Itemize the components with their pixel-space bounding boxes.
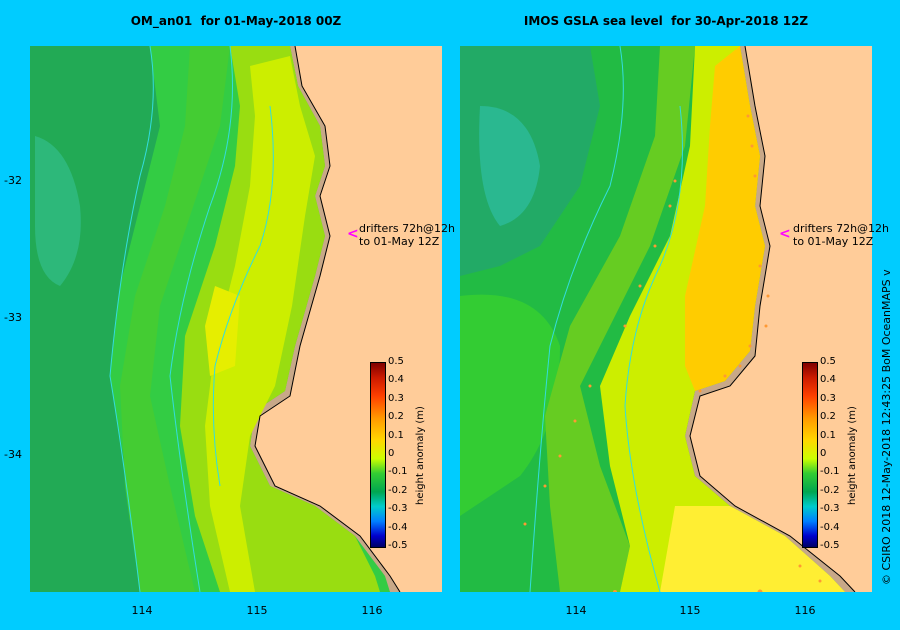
colorbar-tick-label: 0.5 [388, 356, 404, 367]
colorbar-tick-label: 0.1 [820, 429, 836, 441]
colorbar-tick-label: 0.3 [820, 392, 836, 404]
colorbar-tick-label: 0.4 [820, 374, 836, 386]
left-drifter-label-line1: drifters 72h@12h [359, 222, 456, 235]
colorbar-tick-label: -0.4 [820, 521, 840, 533]
left-map-svg [30, 46, 442, 592]
left-drifter-label: drifters 72h@12h to 01-May 12Z [359, 222, 455, 248]
right-colorbar-label: height anomaly (m) [847, 406, 858, 505]
left-colorbar [370, 362, 386, 548]
colorbar-tick-label: 0 [820, 448, 827, 459]
colorbar-tick-label: 0.2 [820, 411, 836, 423]
right-panel-title: IMOS GSLA sea level for 30-Apr-2018 12Z [523, 14, 809, 28]
right-colorbar [802, 362, 818, 548]
left-x-tick-115: 115 [246, 604, 268, 617]
colorbar-tick-label: -0.5 [388, 540, 408, 551]
colorbar-tick-label: -0.2 [388, 484, 408, 496]
colorbar-tick-label: -0.1 [388, 466, 408, 478]
colorbar-tick-label: 0.4 [388, 374, 404, 386]
left-x-tick-114: 114 [131, 604, 153, 617]
colorbar-tick-label: 0.3 [388, 392, 404, 404]
right-x-tick-114: 114 [565, 604, 587, 617]
colorbar-tick-label: 0.2 [388, 411, 404, 423]
colorbar-tick-label: -0.2 [820, 484, 840, 496]
colorbar-tick-label: 0.1 [388, 429, 404, 441]
right-drifter-label-line2: to 01-May 12Z [793, 235, 874, 248]
colorbar-tick-label: 0 [388, 448, 395, 459]
colorbar-tick-label: -0.4 [388, 521, 408, 533]
credit-text: © CSIRO 2018 12-May-2018 12:43:25 BoM Oc… [880, 269, 893, 585]
colorbar-tick-label: -0.1 [820, 466, 840, 478]
colorbar-tick-label: -0.5 [820, 540, 840, 551]
right-x-tick-115: 115 [679, 604, 701, 617]
right-drifter-label: drifters 72h@12h to 01-May 12Z [793, 222, 889, 248]
left-drifter-arrow-icon: < [347, 226, 359, 242]
left-x-tick-116: 116 [361, 604, 383, 617]
right-map-svg [460, 46, 872, 592]
right-drifter-arrow-icon: < [779, 226, 791, 242]
left-colorbar-label: height anomaly (m) [415, 406, 426, 505]
y-tick-34: -34 [4, 448, 22, 461]
colorbar-tick-label: -0.3 [820, 503, 840, 515]
right-x-tick-116: 116 [794, 604, 816, 617]
colorbar-tick-label: -0.3 [388, 503, 408, 515]
y-tick-33: -33 [4, 311, 22, 324]
left-map[interactable] [30, 46, 442, 592]
y-tick-32: -32 [4, 174, 22, 187]
left-drifter-label-line2: to 01-May 12Z [359, 235, 440, 248]
right-map[interactable] [460, 46, 872, 592]
left-panel-title: OM_an01 for 01-May-2018 00Z [130, 14, 342, 28]
colorbar-tick-label: 0.5 [820, 356, 836, 367]
right-drifter-label-line1: drifters 72h@12h [793, 222, 890, 235]
